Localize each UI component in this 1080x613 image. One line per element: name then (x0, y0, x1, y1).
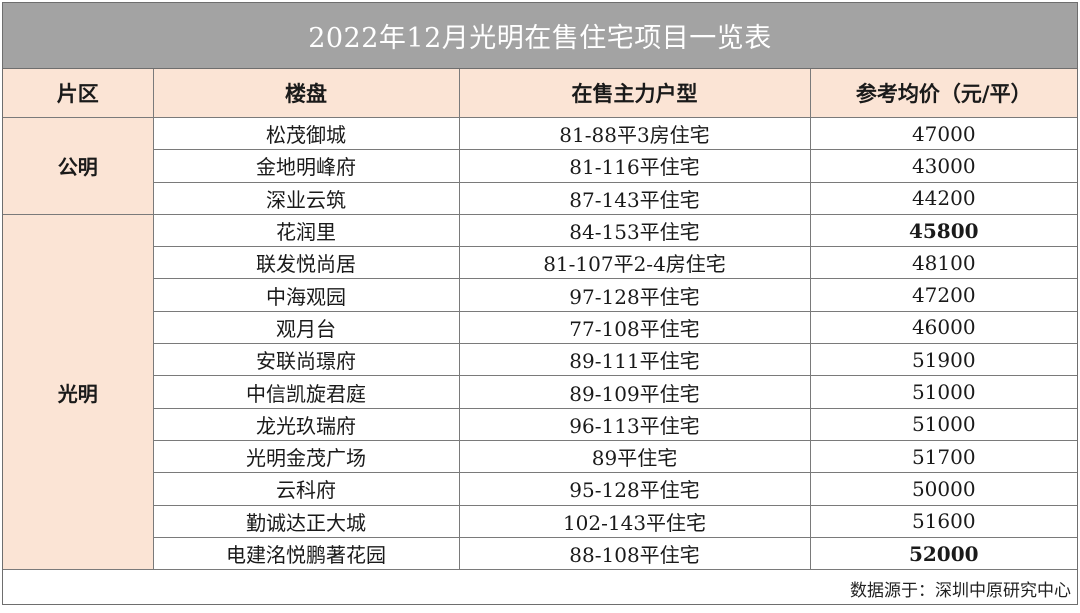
price-cell: 51900 (809, 343, 1077, 377)
price-cell: 47000 (809, 116, 1077, 151)
unit-type-cell: 89平住宅 (458, 439, 811, 474)
table-row: 中信凯旋君庭 89-109平住宅 51000 (3, 375, 1077, 409)
project-cell: 云科府 (152, 472, 460, 506)
unit-type-cell: 81-88平3房住宅 (458, 116, 811, 151)
price-cell: 51000 (809, 407, 1077, 441)
price-cell: 51000 (809, 375, 1077, 409)
project-cell: 中海观园 (152, 278, 460, 312)
price-cell: 48100 (809, 246, 1077, 280)
price-cell: 47200 (809, 278, 1077, 312)
table-body: 公明 松茂御城 81-88平3房住宅 47000 金地明峰府 81-116平住宅 43000… (3, 116, 1077, 571)
table-row: 龙光玖瑞府 96-113平住宅 51000 (3, 407, 1077, 441)
project-cell: 勤诚达正大城 (152, 504, 460, 538)
price-cell: 45800 (809, 213, 1077, 248)
header-avg-price: 参考均价（元/平） (809, 69, 1077, 118)
table-row: 云科府 95-128平住宅 50000 (3, 472, 1077, 506)
header-project: 楼盘 (152, 69, 460, 118)
unit-type-cell: 87-143平住宅 (458, 181, 811, 215)
price-cell: 51600 (809, 504, 1077, 538)
district-cell: 光明 (3, 213, 154, 571)
table-row: 公明 松茂御城 81-88平3房住宅 47000 (3, 116, 1077, 215)
project-cell: 深业云筑 (152, 181, 460, 215)
unit-type-cell: 95-128平住宅 (458, 472, 811, 506)
unit-type-cell: 89-111平住宅 (458, 343, 811, 377)
table-row: 光明金茂广场 89平住宅 51700 (3, 439, 1077, 474)
housing-price-table: 片区 楼盘 在售主力户型 参考均价（元/平） 公明 松茂御城 81-88平3房住宅 4… (3, 69, 1077, 571)
table-row: 金地明峰府 81-116平住宅 43000 (3, 149, 1077, 183)
table-row: 电建洺悦鹏著花园 88-108平住宅 52000 (3, 536, 1077, 571)
project-cell: 中信凯旋君庭 (152, 375, 460, 409)
table-row: 中海观园 97-128平住宅 47200 (3, 278, 1077, 312)
project-cell: 安联尚璟府 (152, 343, 460, 377)
price-cell: 46000 (809, 310, 1077, 345)
data-source-note: 数据源于：深圳中原研究中心 (850, 581, 1071, 601)
project-cell: 电建洺悦鹏著花园 (152, 536, 460, 571)
table-row: 安联尚璟府 89-111平住宅 51900 (3, 343, 1077, 377)
price-cell: 44200 (809, 181, 1077, 215)
table-title: 2022年12月光明在售住宅项目一览表 (3, 3, 1077, 69)
unit-type-cell: 77-108平住宅 (458, 310, 811, 345)
project-cell: 观月台 (152, 310, 460, 345)
header-unit-type: 在售主力户型 (458, 69, 811, 118)
project-cell: 花润里 (152, 213, 460, 248)
price-cell: 50000 (809, 472, 1077, 506)
unit-type-cell: 88-108平住宅 (458, 536, 811, 571)
unit-type-cell: 102-143平住宅 (458, 504, 811, 538)
price-cell: 52000 (809, 536, 1077, 571)
table-row: 观月台 77-108平住宅 46000 (3, 310, 1077, 345)
table-row: 勤诚达正大城 102-143平住宅 51600 (3, 504, 1077, 538)
project-cell: 龙光玖瑞府 (152, 407, 460, 441)
price-cell: 51700 (809, 439, 1077, 474)
unit-type-cell: 97-128平住宅 (458, 278, 811, 312)
unit-type-cell: 84-153平住宅 (458, 213, 811, 248)
table-row: 光明 花润里 84-153平住宅 45800 (3, 213, 1077, 571)
price-cell: 43000 (809, 149, 1077, 183)
project-cell: 光明金茂广场 (152, 439, 460, 474)
project-cell: 联发悦尚居 (152, 246, 460, 280)
header-row: 片区 楼盘 在售主力户型 参考均价（元/平） (3, 69, 1077, 118)
unit-type-cell: 96-113平住宅 (458, 407, 811, 441)
unit-type-cell: 81-116平住宅 (458, 149, 811, 183)
district-cell: 公明 (3, 117, 154, 215)
table-row: 深业云筑 87-143平住宅 44200 (3, 181, 1077, 215)
table-row: 联发悦尚居 81-107平2-4房住宅 48100 (3, 246, 1077, 280)
project-cell: 金地明峰府 (152, 149, 460, 183)
header-district: 片区 (3, 69, 154, 118)
unit-type-cell: 81-107平2-4房住宅 (458, 246, 811, 280)
unit-type-cell: 89-109平住宅 (458, 375, 811, 409)
project-cell: 松茂御城 (152, 116, 460, 151)
